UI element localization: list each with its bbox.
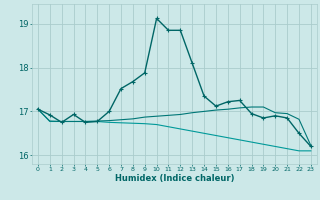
X-axis label: Humidex (Indice chaleur): Humidex (Indice chaleur) <box>115 174 234 183</box>
